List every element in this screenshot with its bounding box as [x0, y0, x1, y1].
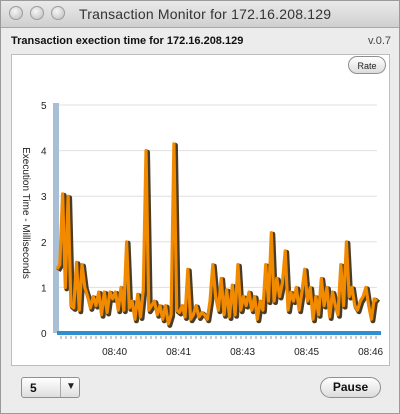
select-separator	[60, 378, 61, 397]
pause-button[interactable]: Pause	[320, 377, 381, 398]
y-tick-label: 5	[41, 101, 47, 112]
x-tick-label: 08:46	[358, 347, 383, 358]
y-tick-label: 1	[41, 283, 47, 294]
chart-panel: Rate 0 1 2 3 4 5 08:40 08:41 08:43 08:45 08:46 Exe…	[11, 54, 390, 366]
x-tick-label: 08:41	[166, 347, 191, 358]
zoom-window-button[interactable]	[51, 6, 65, 20]
series-line	[55, 142, 379, 326]
y-tick-label: 0	[41, 329, 47, 340]
chevron-down-icon: ▼	[66, 381, 76, 392]
minimize-window-button[interactable]	[30, 6, 44, 20]
y-axis-bar	[53, 103, 59, 333]
version-label: v.0.7	[367, 35, 391, 47]
y-tick-label: 3	[41, 192, 47, 203]
y-axis-title: Execution Time - Milliseconds	[20, 147, 31, 279]
y-tick-label: 2	[41, 238, 47, 249]
interval-value: 5	[30, 381, 37, 395]
baseline	[57, 331, 381, 335]
x-tick-label: 08:45	[294, 347, 319, 358]
title-bar: Transaction Monitor for 172.16.208.129	[1, 1, 399, 28]
execution-time-chart: 0 1 2 3 4 5 08:40 08:41 08:43 08:45 08:46 Executio…	[20, 101, 384, 358]
header: Transaction exection time for 172.16.208…	[11, 35, 391, 51]
x-tick-label: 08:43	[230, 347, 255, 358]
interval-select[interactable]: 5 ▼	[21, 377, 80, 398]
window-title: Transaction Monitor for 172.16.208.129	[79, 6, 332, 22]
rate-button[interactable]: Rate	[348, 56, 386, 74]
y-tick-label: 4	[41, 147, 47, 158]
chart-heading: Transaction exection time for 172.16.208…	[11, 35, 244, 47]
close-window-button[interactable]	[9, 6, 23, 20]
x-tick-label: 08:40	[102, 347, 127, 358]
